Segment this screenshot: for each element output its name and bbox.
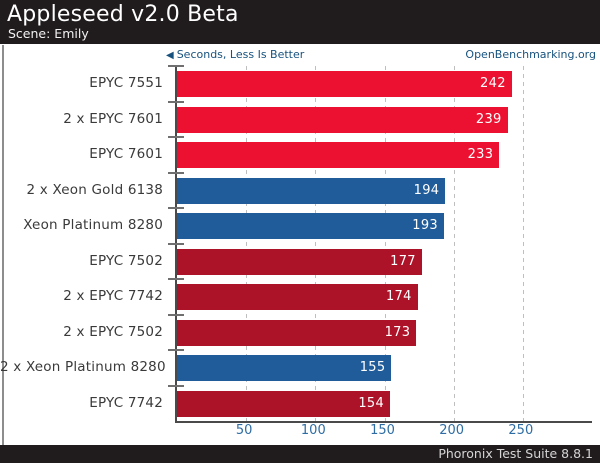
gridline (522, 66, 524, 421)
axis-row-tick (168, 242, 184, 245)
bar-value-label: 194 (413, 182, 440, 198)
gridline (453, 66, 455, 421)
axis-note-label: Seconds, Less Is Better (176, 48, 305, 61)
gridline (384, 66, 386, 421)
x-tick-label: 250 (508, 423, 534, 438)
bar: 239 (177, 106, 508, 133)
x-axis-labels: 50 100 150 200 250 (0, 423, 600, 441)
bar-row: 174 (177, 279, 592, 315)
category-label: EPYC 7742 (89, 394, 163, 411)
bar-row: 154 (177, 386, 592, 422)
x-tick-label: 50 (235, 423, 253, 438)
category-label: 2 x Xeon Gold 6138 (26, 181, 163, 198)
left-edge-line (2, 45, 4, 445)
category-label: EPYC 7551 (89, 75, 163, 91)
bar-value-label: 173 (384, 324, 411, 340)
axis-row-tick (168, 313, 184, 316)
axis-row-tick (168, 100, 184, 103)
axis-row-tick (168, 65, 184, 67)
bar: 174 (177, 284, 418, 310)
axis-row-tick (168, 136, 184, 138)
gridline (315, 66, 317, 421)
bar: 173 (177, 319, 417, 346)
category-label: 2 x EPYC 7502 (63, 323, 163, 340)
bar-value-label: 174 (385, 289, 412, 304)
axis-row-tick (168, 171, 184, 174)
bar-row: 173 (177, 315, 592, 351)
bar-row: 177 (177, 244, 592, 280)
chart-footer: Phoronix Test Suite 8.8.1 (0, 445, 600, 463)
x-tick-label: 100 (300, 423, 326, 438)
bar: 154 (177, 390, 391, 417)
bar-value-label: 233 (467, 147, 494, 162)
bar-row: 193 (177, 208, 592, 244)
bar: 242 (177, 71, 512, 97)
left-arrow-icon: ◀ (166, 50, 174, 61)
axis-note: ◀ Seconds, Less Is Better (166, 48, 304, 62)
bar: 194 (177, 177, 446, 204)
category-label: 2 x EPYC 7742 (63, 288, 163, 304)
bar-row: 233 (177, 137, 592, 173)
bar-row: 194 (177, 173, 592, 209)
bar-value-label: 177 (390, 253, 416, 269)
category-label: EPYC 7601 (89, 146, 163, 162)
bar-row: 155 (177, 350, 592, 386)
category-label: 2 x Xeon Platinum 8280 (0, 359, 166, 375)
axis-row-tick (168, 278, 184, 280)
bar-value-label: 155 (359, 360, 386, 375)
bar-value-label: 193 (412, 218, 438, 233)
bar-row: 242 (177, 66, 592, 102)
axis-row-tick (168, 384, 184, 387)
category-label: EPYC 7502 (89, 252, 163, 269)
axis-row-tick (168, 207, 184, 209)
chart-subtitle: Scene: Emily (8, 26, 89, 41)
bar-value-label: 239 (475, 111, 502, 127)
bar: 177 (177, 248, 422, 275)
openbenchmarking-link[interactable]: OpenBenchmarking.org (465, 48, 596, 61)
x-tick-label: 150 (370, 423, 395, 438)
category-label: 2 x EPYC 7601 (63, 110, 163, 127)
footer-credit: Phoronix Test Suite 8.8.1 (438, 446, 593, 461)
bar-row: 239 (177, 102, 592, 138)
bar: 193 (177, 213, 444, 239)
chart-title: Appleseed v2.0 Beta (7, 2, 239, 27)
chart-header: Appleseed v2.0 Beta Scene: Emily (0, 0, 600, 44)
axis-row-tick (168, 349, 184, 351)
category-label: Xeon Platinum 8280 (23, 217, 163, 233)
meta-row: ◀ Seconds, Less Is Better OpenBenchmarkin… (0, 44, 600, 66)
bar: 155 (177, 355, 392, 381)
category-labels-column: EPYC 7551 2 x EPYC 7601 EPYC 7601 2 x Xeon … (0, 66, 169, 421)
bar-value-label: 242 (480, 76, 506, 91)
plot-area: 242 239 233 194 193 177 174 173 155 154 (168, 65, 592, 423)
bar: 233 (177, 142, 500, 168)
gridline (246, 66, 248, 421)
x-tick-label: 200 (439, 423, 465, 438)
bar-value-label: 154 (358, 395, 385, 411)
